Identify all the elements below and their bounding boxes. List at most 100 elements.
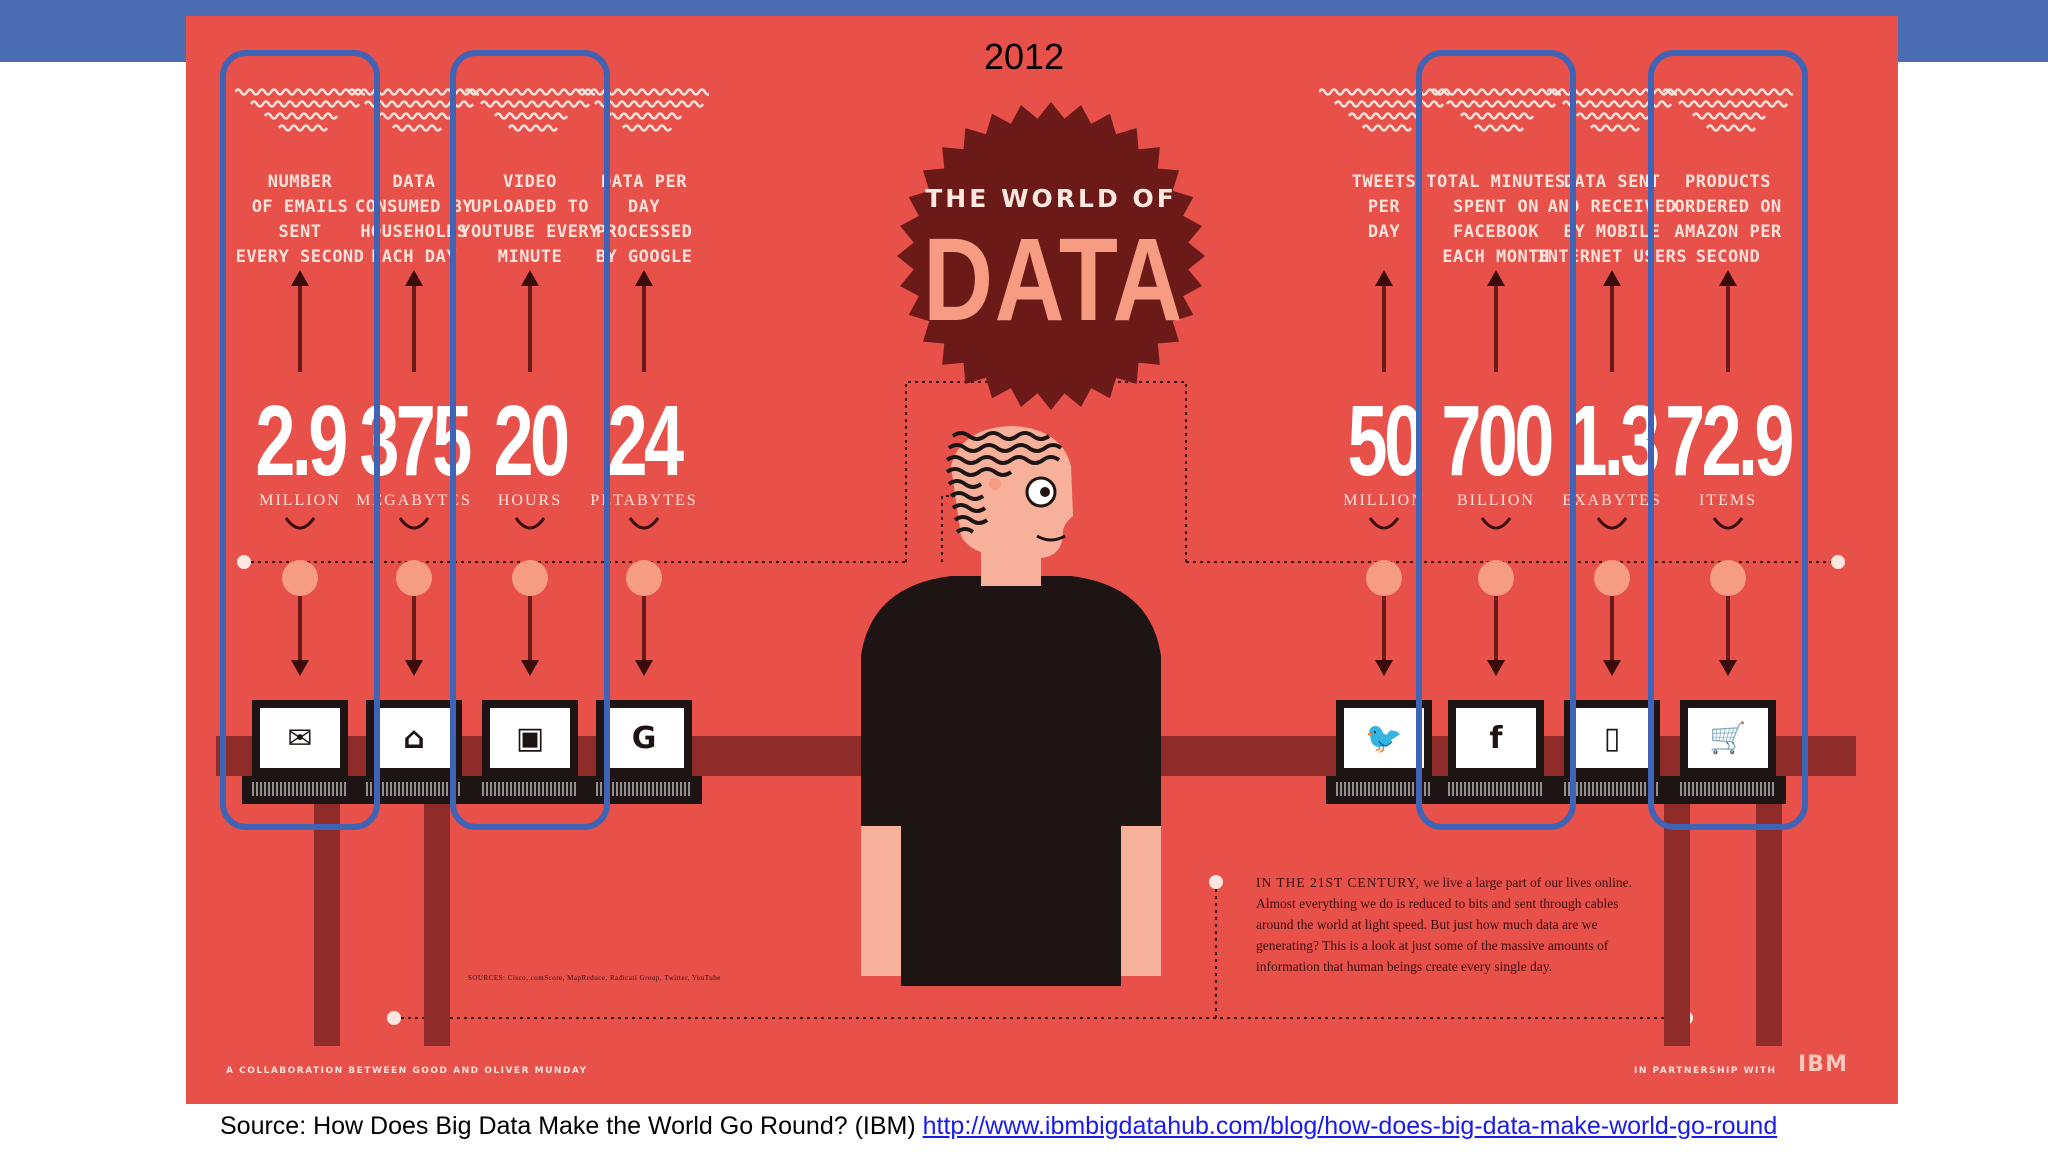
arrow-down-icon <box>1719 660 1737 676</box>
signal-waves-icon <box>465 88 595 132</box>
connector-cup <box>398 517 430 530</box>
laptop-screen: ▣ <box>482 700 578 776</box>
laptop-screen: f <box>1448 700 1544 776</box>
stat-value: 700 <box>1441 385 1554 497</box>
arrow-up-icon <box>405 270 423 286</box>
mobile-phone-icon: ▯ <box>1572 708 1652 768</box>
stat-label: TWEETS PER DAY <box>1351 172 1417 242</box>
laptop: ▣ <box>472 700 588 820</box>
envelope-icon: ✉ <box>260 708 340 768</box>
node-dot <box>512 560 548 596</box>
connector-cup <box>1712 517 1744 530</box>
paragraph-body: we live a large part of our lives online… <box>1256 875 1632 974</box>
signal-waves-icon <box>235 88 365 132</box>
facebook-icon: f <box>1456 708 1536 768</box>
badge-title: THE WORLD OF <box>925 184 1177 213</box>
house-icon: ⌂ <box>374 708 454 768</box>
arrow-down-icon <box>405 660 423 676</box>
arrow-up-icon <box>291 270 309 286</box>
signal-waves-icon <box>1663 88 1793 132</box>
stat-value: 24 <box>607 385 684 497</box>
stat-unit: MILLION <box>1343 492 1425 509</box>
line-end-dot <box>1831 555 1845 569</box>
connector-cup <box>1480 517 1512 530</box>
arrow-up-icon <box>1603 270 1621 286</box>
stat-value: 72.9 <box>1665 385 1794 497</box>
connector-cup <box>1596 517 1628 530</box>
laptop-screen: ⌂ <box>366 700 462 776</box>
table-leg <box>1756 776 1782 1046</box>
laptop-screen: 🛒 <box>1680 700 1776 776</box>
source-citation: Source: How Does Big Data Make the World… <box>220 1112 2020 1141</box>
arrow-down-icon <box>291 660 309 676</box>
person-illustration <box>861 426 1161 986</box>
arrow-down-icon <box>1487 660 1505 676</box>
connector-cup <box>284 517 316 530</box>
stat-value: 50 <box>1347 385 1424 497</box>
stat-unit: PETABYTES <box>590 492 698 509</box>
shopping-cart-icon: 🛒 <box>1688 708 1768 768</box>
arrow-stem <box>1610 286 1614 372</box>
highlight-box <box>450 50 610 830</box>
laptop-keyboard <box>472 776 588 804</box>
stat-label: PRODUCTS ORDERED ON AMAZON PER SECOND <box>1674 172 1782 267</box>
tv-icon: ▣ <box>490 708 570 768</box>
paragraph-lead: IN THE 21ST CENTURY, <box>1256 875 1421 890</box>
stat-column: DATA PER DAY PROCESSED BY GOOGLE 24 PETABY… <box>574 72 714 812</box>
bird-icon: 🐦 <box>1344 708 1424 768</box>
arrow-stem <box>528 286 532 372</box>
sources-credit: SOURCES: Cisco, comScore, MapReduce, Rad… <box>468 974 721 982</box>
stat-value: 20 <box>493 385 570 497</box>
laptop-keyboard <box>242 776 358 804</box>
world-of-data-badge <box>897 102 1205 410</box>
arrow-stem <box>1726 286 1730 372</box>
stat-unit: HOURS <box>497 492 563 509</box>
stat-column: PRODUCTS ORDERED ON AMAZON PER SECOND 72.… <box>1658 72 1798 812</box>
line-end-dot <box>237 555 251 569</box>
signal-waves-icon <box>1319 88 1449 132</box>
highlight-box <box>1416 50 1576 830</box>
laptop: 🐦 <box>1326 700 1442 820</box>
stat-value: 1.3 <box>1567 385 1660 497</box>
stat-column: TWEETS PER DAY 50 MILLION 🐦 <box>1314 72 1454 812</box>
arrow-stem <box>642 596 646 668</box>
arrow-stem <box>1610 596 1614 668</box>
google-icon: G <box>604 708 684 768</box>
partnership-credit: IN PARTNERSHIP WITH <box>1634 1066 1777 1076</box>
stat-column: NUMBER OF EMAILS SENT EVERY SECOND 2.9 MIL… <box>230 72 370 812</box>
connector-cup <box>1368 517 1400 530</box>
table-leg <box>424 776 450 1046</box>
node-dot <box>1710 560 1746 596</box>
laptop-keyboard <box>1438 776 1554 804</box>
signal-waves-icon <box>1431 88 1561 132</box>
laptop: ✉ <box>242 700 358 820</box>
arrow-stem <box>528 596 532 668</box>
node-dot <box>1478 560 1514 596</box>
stat-unit: MILLION <box>259 492 341 509</box>
year-title: 2012 <box>983 36 1065 77</box>
arrow-stem <box>412 596 416 668</box>
laptop-keyboard <box>1670 776 1786 804</box>
laptop: 🛒 <box>1670 700 1786 820</box>
node-dot <box>626 560 662 596</box>
stat-unit: ITEMS <box>1699 492 1757 509</box>
stat-column: VIDEO UPLOADED TO YOUTUBE EVERY MINUTE 20… <box>460 72 600 812</box>
collaboration-credit: A COLLABORATION BETWEEN GOOD AND OLIVER … <box>226 1066 588 1076</box>
line-end-dot <box>1209 875 1223 889</box>
arrow-up-icon <box>1487 270 1505 286</box>
arrow-down-icon <box>635 660 653 676</box>
laptop: f <box>1438 700 1554 820</box>
laptop-keyboard <box>1326 776 1442 804</box>
arrow-stem <box>298 596 302 668</box>
node-dot <box>1594 560 1630 596</box>
source-link[interactable]: http://www.ibmbigdatahub.com/blog/how-do… <box>922 1112 1778 1140</box>
stat-label: TOTAL MINUTES SPENT ON FACEBOOK EACH MON… <box>1426 172 1566 267</box>
stat-unit: EXABYTES <box>1562 492 1662 509</box>
arrow-down-icon <box>1375 660 1393 676</box>
arrow-stem <box>1382 286 1386 372</box>
arrow-stem <box>298 286 302 372</box>
arrow-up-icon <box>1719 270 1737 286</box>
stat-unit: MEGABYTES <box>356 492 472 509</box>
source-text: Source: How Does Big Data Make the World… <box>220 1112 923 1140</box>
stat-label: VIDEO UPLOADED TO YOUTUBE EVERY MINUTE <box>460 172 600 267</box>
